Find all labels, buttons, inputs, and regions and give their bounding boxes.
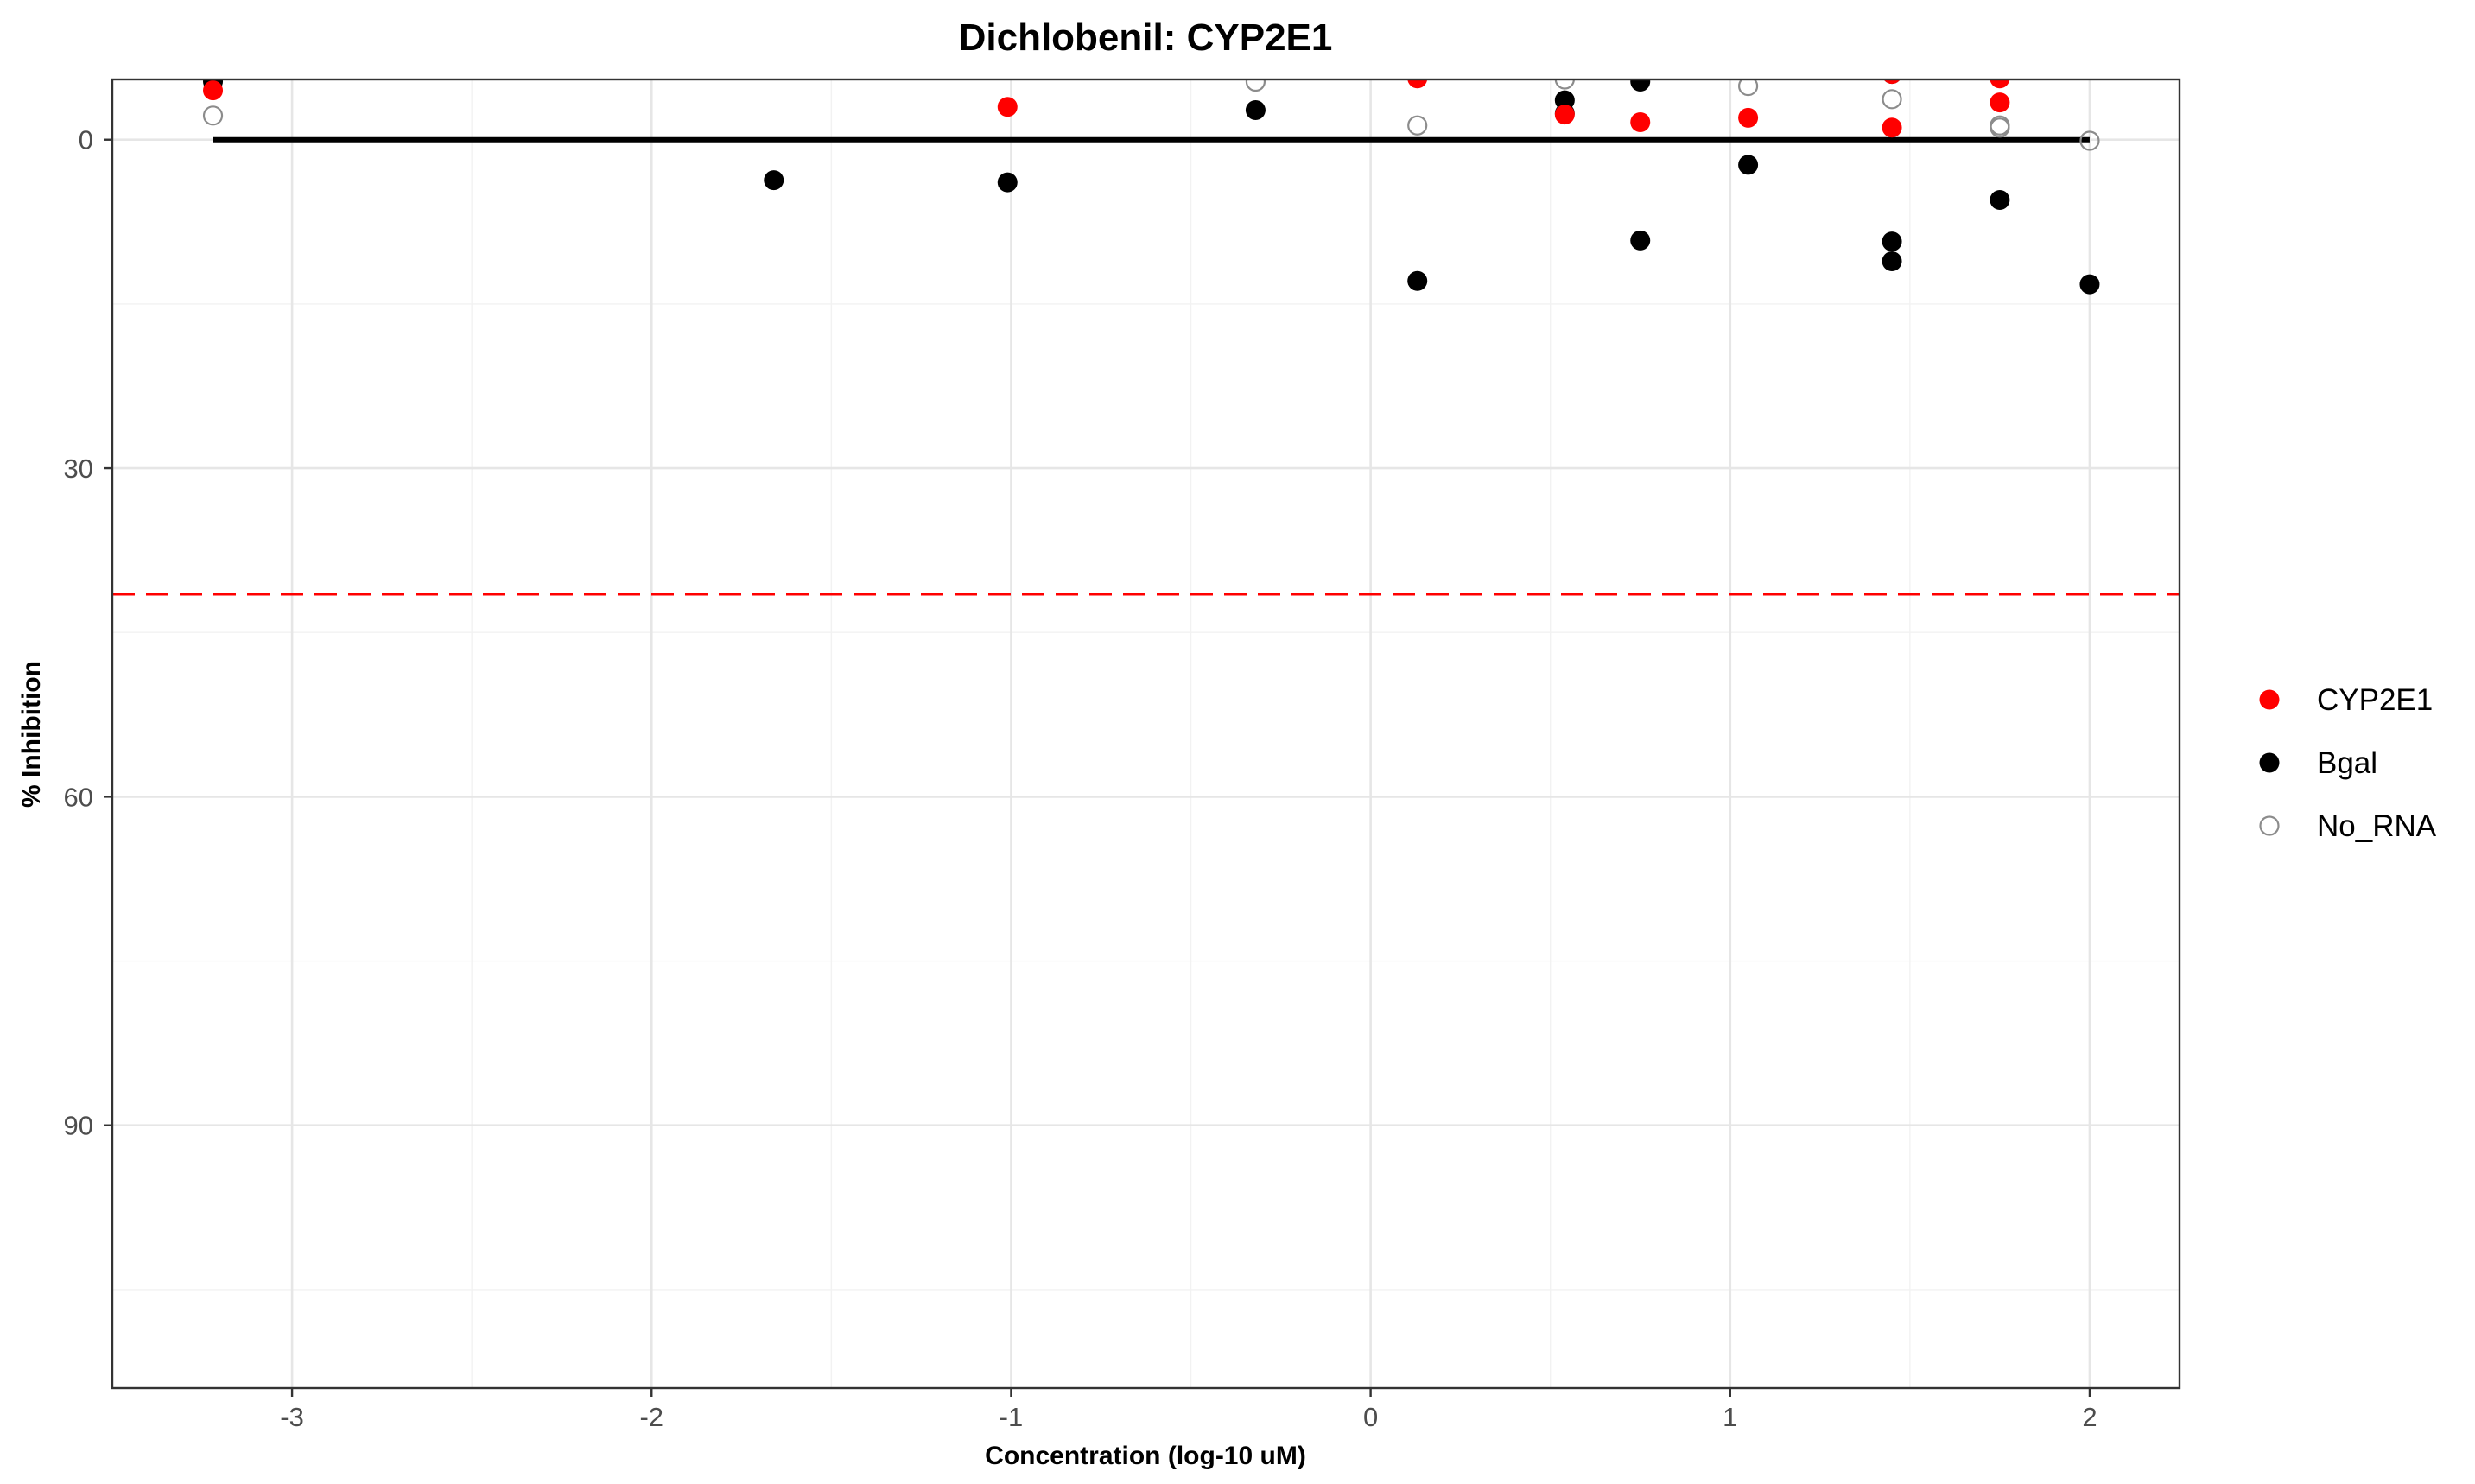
no-rna-point xyxy=(1554,79,1575,90)
bgal-point xyxy=(1882,231,1902,252)
reference-lines xyxy=(112,136,2180,596)
bgal-point xyxy=(1630,79,1651,92)
x-axis-ticks: -3 -2 -1 0 1 2 xyxy=(280,1388,2097,1432)
bgal-point xyxy=(1630,230,1651,251)
cyp2e1-point xyxy=(1630,111,1651,132)
plot-panel-border xyxy=(111,78,2181,1390)
legend-label-no-rna: No_RNA xyxy=(2317,809,2437,843)
bgal-point xyxy=(1882,251,1902,271)
y-tick-label: 0 xyxy=(79,125,93,155)
chart-title: Dichlobenil: CYP2E1 xyxy=(959,16,1333,59)
cyp2e1-point xyxy=(203,80,224,101)
cyp2e1-point xyxy=(997,97,1018,117)
y-tick-label: 30 xyxy=(64,453,93,484)
bgal-point xyxy=(997,172,1018,193)
legend-key-bgal xyxy=(2259,752,2280,773)
legend-label-bgal: Bgal xyxy=(2317,746,2377,780)
cyp2e1-point xyxy=(1990,79,2010,89)
x-tick-label: -3 xyxy=(280,1402,304,1432)
cyp2e1-point xyxy=(1554,105,1575,125)
x-tick-label: 2 xyxy=(2082,1402,2097,1432)
cyp2e1-point xyxy=(1883,79,1901,85)
no-rna-point xyxy=(1407,115,1428,136)
cyp2e1-point xyxy=(1407,79,1428,89)
legend: CYP2E1 Bgal No_RNA xyxy=(2259,683,2437,843)
x-tick-label: -2 xyxy=(639,1402,663,1432)
legend-label-cyp2e1: CYP2E1 xyxy=(2317,683,2433,717)
y-tick-label: 90 xyxy=(64,1111,93,1141)
y-axis-ticks: 0 30 60 90 xyxy=(64,125,112,1141)
y-axis-title: % Inhibition xyxy=(17,661,46,808)
bgal-point xyxy=(764,170,784,191)
grid xyxy=(112,79,2180,1388)
bgal-point xyxy=(2079,274,2100,295)
no-rna-point xyxy=(1990,117,2010,138)
no-rna-point xyxy=(1882,89,1902,110)
no-rna-point xyxy=(1737,79,1759,97)
x-tick-label: -1 xyxy=(1000,1402,1024,1432)
x-tick-label: 1 xyxy=(1723,1402,1737,1432)
data-points xyxy=(202,79,2100,295)
no-rna-point xyxy=(1245,79,1266,92)
legend-key-cyp2e1 xyxy=(2259,689,2280,710)
bgal-point xyxy=(1407,270,1428,291)
bgal-point xyxy=(1245,99,1266,120)
no-rna-point xyxy=(202,105,224,126)
cyp2e1-point xyxy=(1990,92,2010,113)
x-tick-label: 0 xyxy=(1363,1402,1378,1432)
bgal-point xyxy=(1738,155,1759,175)
x-axis-title: Concentration (log-10 uM) xyxy=(985,1442,1306,1470)
no-rna-point xyxy=(2079,130,2100,151)
legend-key-no-rna xyxy=(2259,815,2280,836)
cyp2e1-point xyxy=(1882,117,1902,138)
bgal-point xyxy=(1990,189,2010,210)
y-tick-label: 60 xyxy=(64,782,93,812)
cyp2e1-point xyxy=(1738,107,1759,128)
